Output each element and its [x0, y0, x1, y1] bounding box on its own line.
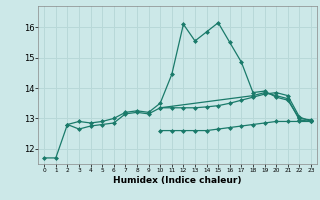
X-axis label: Humidex (Indice chaleur): Humidex (Indice chaleur) [113, 176, 242, 185]
